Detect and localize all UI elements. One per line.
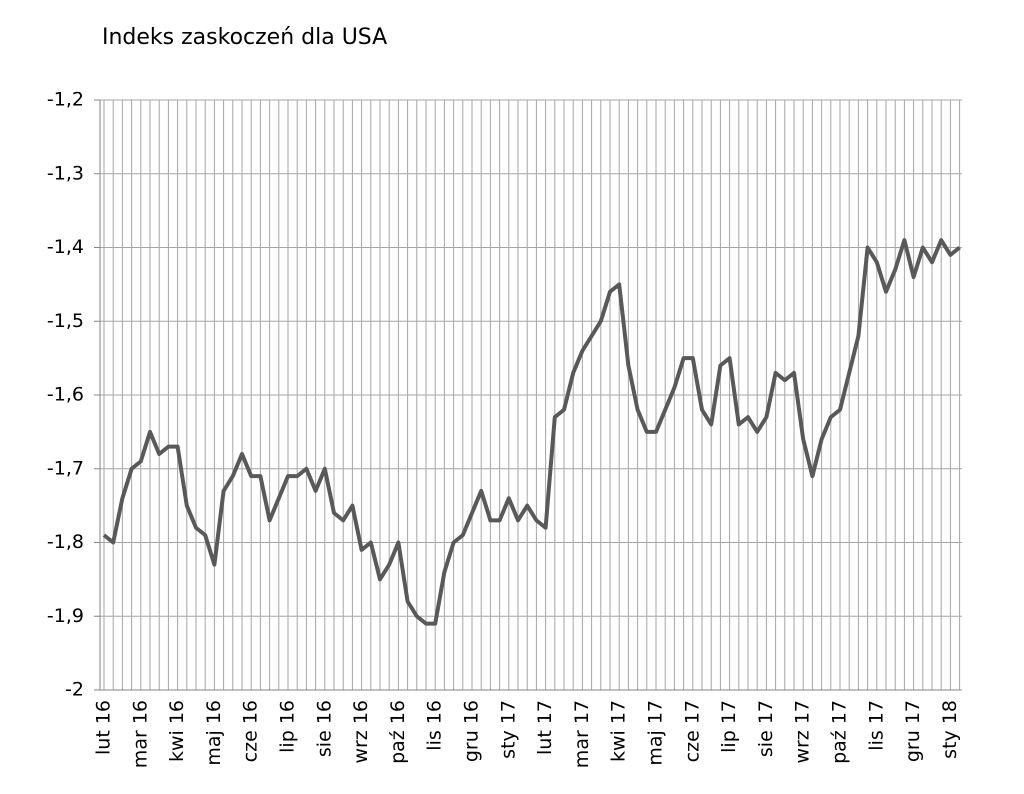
x-tick-label: sty 17 [497,700,519,759]
x-tick-label: lut 16 [93,700,115,755]
x-tick-label: cze 17 [681,700,703,762]
x-tick-label: wrz 17 [792,700,814,764]
y-tick-label: -1,9 [47,605,84,627]
x-tick-label: maj 16 [203,700,225,766]
x-tick-label: lis 16 [424,700,446,751]
y-tick-label: -1,8 [47,531,84,553]
y-tick-label: -2 [65,679,84,701]
y-tick-label: -1,4 [47,236,84,258]
x-tick-label: lip 17 [718,700,740,753]
y-tick-label: -1,2 [47,89,84,111]
y-tick-label: -1,3 [47,162,84,184]
x-tick-label: wrz 16 [350,700,372,764]
x-tick-label: kwi 16 [166,700,188,762]
data-line [102,238,961,626]
x-tick-label: sie 16 [313,700,335,757]
x-tick-label: mar 17 [571,700,593,768]
x-tick-label: lip 16 [277,700,299,753]
y-tick-label: -1,7 [47,457,84,479]
y-tick-label: -1,5 [47,310,84,332]
x-tick-label: lis 17 [865,700,887,751]
x-tick-label: paź 17 [829,700,851,764]
x-tick-label: gru 17 [902,700,924,762]
x-tick-label: gru 16 [461,700,483,762]
x-tick-label: sie 17 [755,700,777,757]
chart-title: Indeks zaskoczeń dla USA [102,25,387,50]
x-tick-label: sty 18 [939,700,961,759]
x-tick-label: maj 17 [645,700,667,766]
x-tick-label: cze 16 [240,700,262,762]
y-tick-label: -1,6 [47,384,84,406]
x-tick-label: mar 16 [129,700,151,768]
x-tick-label: kwi 17 [608,700,630,762]
x-tick-label: paź 16 [387,700,409,764]
x-tick-label: lut 17 [534,700,556,755]
